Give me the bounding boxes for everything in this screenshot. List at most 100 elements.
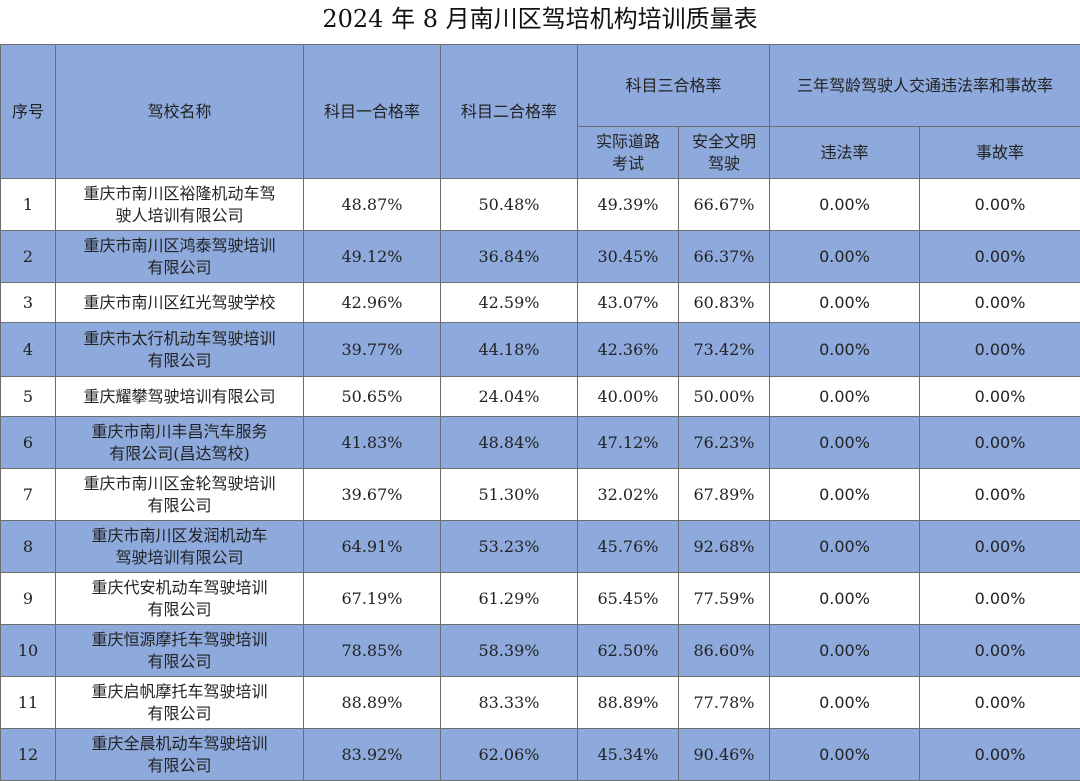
row-road-test-rate: 43.07%	[577, 282, 679, 323]
header-subject1: 科目一合格率	[303, 44, 441, 179]
row-subject1-rate: 50.65%	[303, 376, 441, 417]
table-row: 2 重庆市南川区鸿泰驾驶培训 有限公司 49.12% 36.84% 30.45% 66.37…	[0, 230, 1080, 283]
row-school-name: 重庆市南川区红光驾驶学校	[55, 282, 304, 323]
row-safe-driving-rate: 67.89%	[677, 468, 771, 521]
row-school-name: 重庆全晨机动车驾驶培训 有限公司	[55, 728, 304, 781]
row-accident-rate: 0.00%	[919, 728, 1080, 781]
table-row: 1 重庆市南川区裕隆机动车驾 驶人培训有限公司 48.87% 50.48% 49.39% 6…	[0, 178, 1080, 231]
row-subject2-rate: 24.04%	[440, 376, 578, 417]
row-road-test-rate: 45.76%	[577, 520, 679, 573]
row-seq: 4	[0, 322, 56, 377]
row-seq: 12	[0, 728, 56, 781]
row-seq: 9	[0, 572, 56, 625]
row-accident-rate: 0.00%	[919, 322, 1080, 377]
row-safe-driving-rate: 50.00%	[677, 376, 771, 417]
row-violation-rate: 0.00%	[769, 728, 921, 781]
row-accident-rate: 0.00%	[919, 520, 1080, 573]
table-row: 11 重庆启帆摩托车驾驶培训 有限公司 88.89% 83.33% 88.89% 77.78…	[0, 676, 1080, 729]
header-subject2: 科目二合格率	[440, 44, 578, 179]
row-accident-rate: 0.00%	[919, 230, 1080, 283]
row-safe-driving-rate: 90.46%	[677, 728, 771, 781]
row-seq: 2	[0, 230, 56, 283]
row-safe-driving-rate: 66.37%	[677, 230, 771, 283]
table-row: 9 重庆代安机动车驾驶培训 有限公司 67.19% 61.29% 65.45% 77.59%…	[0, 572, 1080, 625]
table-row: 12 重庆全晨机动车驾驶培训 有限公司 83.92% 62.06% 45.34% 90.46…	[0, 728, 1080, 781]
row-seq: 7	[0, 468, 56, 521]
row-subject1-rate: 48.87%	[303, 178, 441, 231]
table-row: 6 重庆市南川丰昌汽车服务 有限公司(昌达驾校) 41.83% 48.84% 47.12%…	[0, 416, 1080, 469]
row-subject1-rate: 41.83%	[303, 416, 441, 469]
row-subject1-rate: 42.96%	[303, 282, 441, 323]
row-safe-driving-rate: 60.83%	[677, 282, 771, 323]
row-subject1-rate: 49.12%	[303, 230, 441, 283]
row-subject2-rate: 48.84%	[440, 416, 578, 469]
row-school-name: 重庆市南川区鸿泰驾驶培训 有限公司	[55, 230, 304, 283]
row-safe-driving-rate: 77.78%	[677, 676, 771, 729]
row-accident-rate: 0.00%	[919, 178, 1080, 231]
row-violation-rate: 0.00%	[769, 520, 921, 573]
row-subject1-rate: 64.91%	[303, 520, 441, 573]
row-safe-driving-rate: 77.59%	[677, 572, 771, 625]
row-subject2-rate: 51.30%	[440, 468, 578, 521]
row-violation-rate: 0.00%	[769, 376, 921, 417]
row-road-test-rate: 42.36%	[577, 322, 679, 377]
row-seq: 6	[0, 416, 56, 469]
row-subject2-rate: 36.84%	[440, 230, 578, 283]
row-accident-rate: 0.00%	[919, 468, 1080, 521]
row-seq: 3	[0, 282, 56, 323]
header-school: 驾校名称	[55, 44, 304, 179]
header-three-year: 三年驾龄驾驶人交通违法率和事故率	[769, 44, 1080, 127]
row-accident-rate: 0.00%	[919, 624, 1080, 677]
row-violation-rate: 0.00%	[769, 676, 921, 729]
row-safe-driving-rate: 76.23%	[677, 416, 771, 469]
row-safe-driving-rate: 66.67%	[677, 178, 771, 231]
row-road-test-rate: 32.02%	[577, 468, 679, 521]
row-accident-rate: 0.00%	[919, 676, 1080, 729]
table-row: 3 重庆市南川区红光驾驶学校 42.96% 42.59% 43.07% 60.83% 0.0…	[0, 282, 1080, 323]
table-header: 序号 驾校名称 科目一合格率 科目二合格率 科目三合格率 三年驾龄驾驶人交通违法…	[0, 44, 1080, 179]
row-school-name: 重庆市南川区金轮驾驶培训 有限公司	[55, 468, 304, 521]
row-road-test-rate: 45.34%	[577, 728, 679, 781]
row-accident-rate: 0.00%	[919, 282, 1080, 323]
row-road-test-rate: 40.00%	[577, 376, 679, 417]
row-subject2-rate: 83.33%	[440, 676, 578, 729]
row-subject2-rate: 62.06%	[440, 728, 578, 781]
table-row: 10 重庆恒源摩托车驾驶培训 有限公司 78.85% 58.39% 62.50% 86.60…	[0, 624, 1080, 677]
row-seq: 11	[0, 676, 56, 729]
row-subject2-rate: 53.23%	[440, 520, 578, 573]
row-school-name: 重庆市南川丰昌汽车服务 有限公司(昌达驾校)	[55, 416, 304, 469]
row-school-name: 重庆代安机动车驾驶培训 有限公司	[55, 572, 304, 625]
row-violation-rate: 0.00%	[769, 230, 921, 283]
row-violation-rate: 0.00%	[769, 624, 921, 677]
row-accident-rate: 0.00%	[919, 416, 1080, 469]
row-violation-rate: 0.00%	[769, 282, 921, 323]
row-safe-driving-rate: 92.68%	[677, 520, 771, 573]
row-violation-rate: 0.00%	[769, 416, 921, 469]
row-school-name: 重庆恒源摩托车驾驶培训 有限公司	[55, 624, 304, 677]
row-subject2-rate: 44.18%	[440, 322, 578, 377]
row-school-name: 重庆耀攀驾驶培训有限公司	[55, 376, 304, 417]
row-violation-rate: 0.00%	[769, 322, 921, 377]
row-violation-rate: 0.00%	[769, 572, 921, 625]
row-violation-rate: 0.00%	[769, 178, 921, 231]
header-subject3-safe: 安全文明 驾驶	[677, 126, 771, 179]
row-subject2-rate: 61.29%	[440, 572, 578, 625]
row-school-name: 重庆市南川区发润机动车 驾驶培训有限公司	[55, 520, 304, 573]
quality-table: 序号 驾校名称 科目一合格率 科目二合格率 科目三合格率 三年驾龄驾驶人交通违法…	[0, 44, 1080, 781]
row-road-test-rate: 62.50%	[577, 624, 679, 677]
row-school-name: 重庆启帆摩托车驾驶培训 有限公司	[55, 676, 304, 729]
row-subject1-rate: 88.89%	[303, 676, 441, 729]
header-accident: 事故率	[919, 126, 1080, 179]
row-accident-rate: 0.00%	[919, 572, 1080, 625]
row-seq: 8	[0, 520, 56, 573]
row-subject2-rate: 42.59%	[440, 282, 578, 323]
row-seq: 1	[0, 178, 56, 231]
header-seq: 序号	[0, 44, 56, 179]
row-road-test-rate: 65.45%	[577, 572, 679, 625]
header-subject3-road: 实际道路 考试	[577, 126, 679, 179]
row-school-name: 重庆市南川区裕隆机动车驾 驶人培训有限公司	[55, 178, 304, 231]
row-subject1-rate: 83.92%	[303, 728, 441, 781]
row-road-test-rate: 30.45%	[577, 230, 679, 283]
table-row: 4 重庆市太行机动车驾驶培训 有限公司 39.77% 44.18% 42.36% 73.42…	[0, 322, 1080, 377]
header-violation: 违法率	[769, 126, 921, 179]
